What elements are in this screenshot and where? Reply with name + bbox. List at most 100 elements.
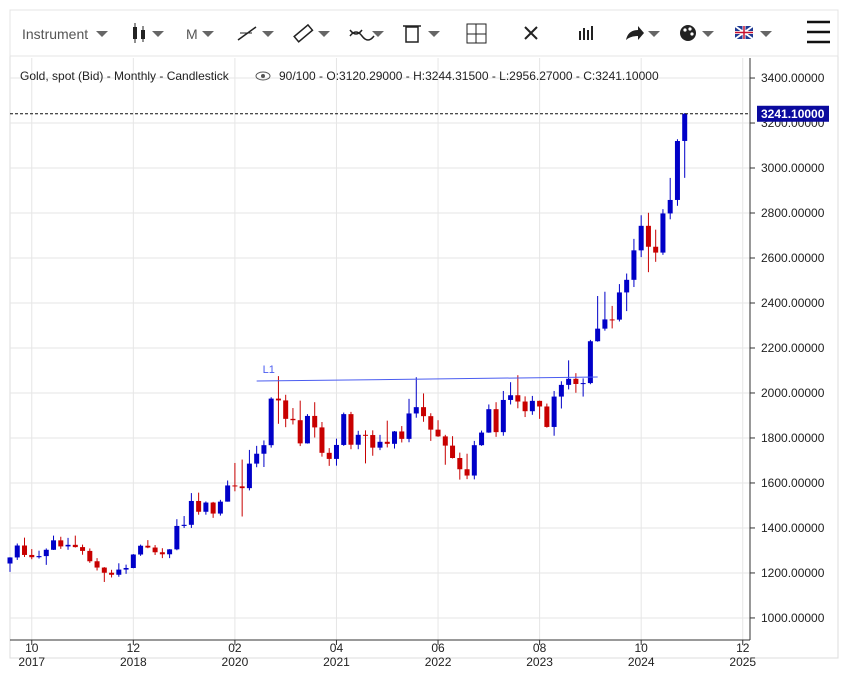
menu-button[interactable] <box>807 20 830 44</box>
candle-body <box>631 250 637 280</box>
trend-label: L1 <box>263 364 275 376</box>
candle-body <box>442 436 448 446</box>
candle-body <box>22 545 28 555</box>
candle-body <box>29 554 35 558</box>
candle-body <box>290 418 296 421</box>
candle-body <box>203 502 209 512</box>
candle-body <box>587 341 593 384</box>
candle-body <box>616 292 622 320</box>
candle-body <box>595 328 601 342</box>
candle-body <box>217 501 223 514</box>
candle-body <box>486 409 492 433</box>
candle-body <box>94 561 100 568</box>
last-price-box <box>757 105 829 122</box>
candle-body <box>254 453 260 464</box>
candle-body <box>326 452 332 459</box>
language-button[interactable] <box>734 25 772 40</box>
candle-body <box>275 398 281 401</box>
candle-body <box>645 225 651 247</box>
ruler-button[interactable] <box>293 23 330 43</box>
x-tick-year: 2018 <box>120 655 147 669</box>
candle-body <box>674 141 680 200</box>
candle-body <box>566 378 572 385</box>
y-tick-label: 2400.00000 <box>761 296 825 310</box>
chart-title: Gold, spot (Bid) - Monthly - Candlestick <box>20 69 230 83</box>
line-tool-button[interactable] <box>237 26 274 41</box>
candle-body <box>544 406 550 427</box>
candle-body <box>130 554 136 569</box>
candle-body <box>522 401 528 412</box>
dropdown-arrow <box>202 31 214 37</box>
candle-body <box>51 540 57 550</box>
visibility-icon[interactable] <box>255 71 271 81</box>
candle-body <box>174 525 180 550</box>
candle-body <box>370 435 376 448</box>
candle-body <box>377 441 383 448</box>
x-tick-label: 10 <box>25 641 39 655</box>
candle-body <box>362 434 368 436</box>
candle-body <box>239 486 245 489</box>
share-button[interactable] <box>626 26 660 40</box>
candle-type-button[interactable] <box>133 23 164 43</box>
candle-body <box>392 431 398 444</box>
crosshair-button[interactable] <box>466 23 487 44</box>
candle-body <box>80 547 86 551</box>
candle-body <box>297 420 303 444</box>
candle-body <box>508 395 514 400</box>
x-tick-label: 04 <box>330 641 344 655</box>
candle-body <box>500 399 506 433</box>
candle-body <box>551 396 557 427</box>
x-tick-year: 2020 <box>222 655 249 669</box>
volume-button[interactable] <box>579 26 593 40</box>
toolbar-bg <box>9 9 839 57</box>
y-tick-label: 3000.00000 <box>761 161 825 175</box>
candle-body <box>65 544 71 547</box>
theme-button[interactable] <box>680 25 714 41</box>
fullscreen-button[interactable] <box>524 26 538 40</box>
candle-body <box>624 279 630 293</box>
candle-body <box>261 445 267 454</box>
x-tick-label: 10 <box>634 641 648 655</box>
candle-body <box>333 444 339 459</box>
candle-body <box>682 113 688 141</box>
ohlc-info: 90/100 - O:3120.29000 - H:3244.31500 - L… <box>279 69 659 83</box>
candle-body <box>537 400 543 407</box>
candle-body <box>7 557 13 564</box>
candle-body <box>188 500 194 525</box>
candle-body <box>123 568 129 570</box>
y-tick-label: 2800.00000 <box>761 206 825 220</box>
candle-body <box>529 400 535 412</box>
y-tick-label: 1000.00000 <box>761 611 825 625</box>
candle-body <box>406 413 412 439</box>
x-tick-label: 08 <box>533 641 547 655</box>
y-tick-label: 2200.00000 <box>761 341 825 355</box>
candle-body <box>580 383 586 385</box>
last-price-label: 3241.10000 <box>761 107 825 121</box>
candle-body <box>348 414 354 445</box>
y-tick-label: 1400.00000 <box>761 521 825 535</box>
trend-line <box>256 376 598 382</box>
x-tick-label: 06 <box>431 641 445 655</box>
instrument-button[interactable]: Instrument <box>22 26 88 42</box>
candle-body <box>413 407 419 414</box>
candle-body <box>101 567 107 573</box>
candle-body <box>225 485 231 502</box>
candle-body <box>464 469 470 476</box>
candle-body <box>355 434 361 445</box>
dropdown-arrow <box>96 31 108 37</box>
x-tick-label: 02 <box>228 641 242 655</box>
delete-button[interactable] <box>403 25 440 43</box>
candle-body <box>14 545 20 558</box>
candle-body <box>428 416 434 430</box>
candle-body <box>471 445 477 476</box>
candle-body <box>232 485 238 487</box>
period-button[interactable]: M <box>186 26 198 42</box>
candle-body <box>399 431 405 439</box>
y-tick-label: 3400.00000 <box>761 71 825 85</box>
candle-body <box>384 441 390 444</box>
x-tick-year: 2021 <box>323 655 350 669</box>
candle-body <box>268 398 274 446</box>
candle-body <box>58 540 64 547</box>
candle-body <box>72 544 78 548</box>
indicator-button[interactable] <box>349 29 384 41</box>
